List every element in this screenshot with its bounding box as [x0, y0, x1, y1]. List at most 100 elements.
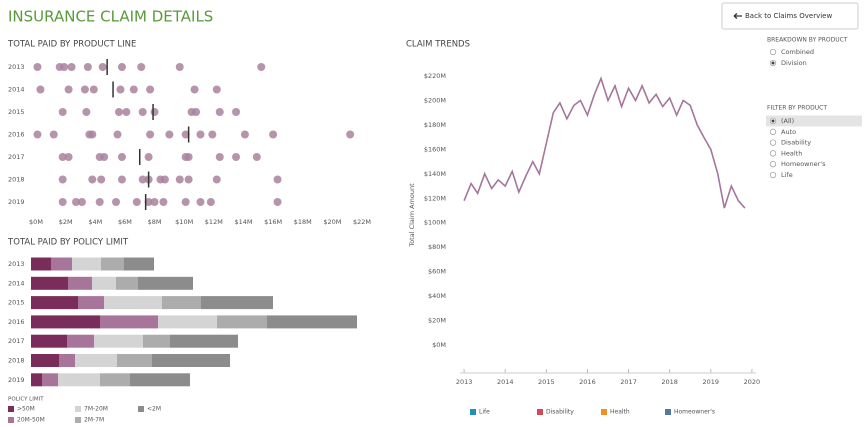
- legend-label: 2M-7M: [84, 417, 104, 424]
- y-tick-label: 2016: [8, 318, 25, 326]
- dot: [132, 198, 141, 206]
- legend-swatch: [537, 409, 543, 415]
- chart-title: TOTAL PAID BY POLICY LIMIT: [7, 238, 129, 248]
- radio[interactable]: [769, 171, 777, 179]
- dot: [58, 175, 67, 184]
- dot: [184, 175, 193, 184]
- bar-segment: [117, 354, 152, 367]
- y-tick-label: 2015: [8, 299, 25, 307]
- bar-segment: [124, 257, 154, 271]
- bar-segment: [138, 276, 193, 290]
- legend-swatch: [665, 409, 671, 415]
- dot: [212, 85, 221, 94]
- bar-segment: [51, 257, 72, 271]
- radio-label[interactable]: (All): [781, 117, 794, 125]
- y-tick-label: $100M: [424, 219, 446, 227]
- radio-dot: [771, 61, 775, 65]
- legend-label: Health: [610, 409, 630, 416]
- dot: [33, 63, 42, 71]
- radio[interactable]: [769, 150, 777, 157]
- y-tick-label: $160M: [424, 145, 446, 153]
- bar-segment: [92, 276, 116, 290]
- dot: [212, 175, 221, 184]
- dot: [346, 130, 355, 139]
- legend-label: Disability: [546, 409, 574, 416]
- dot: [112, 198, 121, 206]
- back-button-label[interactable]: Back to Claims Overview: [745, 12, 832, 20]
- legend-swatch: [75, 417, 81, 423]
- x-tick-label: 2016: [579, 378, 596, 386]
- dot: [160, 175, 169, 184]
- dot: [184, 153, 193, 161]
- radio[interactable]: [769, 128, 777, 135]
- x-tick-label: $14M: [234, 218, 252, 226]
- dot: [113, 130, 122, 139]
- dot: [192, 108, 201, 116]
- y-tick-label: $60M: [428, 268, 446, 276]
- legend-swatch: [470, 409, 476, 415]
- dot: [89, 85, 98, 94]
- radio-label[interactable]: Combined: [781, 48, 814, 56]
- bar-segment: [94, 334, 143, 348]
- radio-label[interactable]: Homeowner's: [781, 160, 826, 168]
- y-tick-label: $20M: [428, 317, 446, 325]
- y-tick-label: 2017: [8, 337, 25, 345]
- x-tick-label: 2014: [497, 378, 514, 386]
- bar-segment: [267, 315, 357, 329]
- bar-segment: [162, 296, 201, 310]
- x-tick-label: 2018: [661, 378, 678, 386]
- selected-row: [766, 115, 862, 127]
- x-tick-label: $16M: [264, 218, 282, 226]
- bar-segment: [104, 296, 162, 310]
- radio-label[interactable]: Auto: [781, 128, 796, 136]
- x-tick-label: 2013: [456, 378, 473, 386]
- bar-segment: [201, 296, 273, 310]
- dot: [190, 85, 199, 94]
- dot: [88, 130, 97, 139]
- chart-title: TOTAL PAID BY PRODUCT LINE: [7, 40, 136, 50]
- legend-swatch: [8, 406, 14, 412]
- radio-label[interactable]: Health: [781, 149, 802, 157]
- dot: [273, 198, 282, 206]
- dot: [146, 130, 155, 139]
- y-tick-label: 2018: [8, 357, 25, 365]
- dot: [117, 63, 126, 71]
- radio-label[interactable]: Disability: [781, 139, 811, 147]
- bar-segment: [31, 296, 78, 310]
- back-button[interactable]: [721, 2, 859, 30]
- radio[interactable]: [769, 161, 777, 168]
- radio[interactable]: [769, 139, 777, 146]
- filter-title: FILTER BY PRODUCT: [767, 105, 827, 112]
- dot: [273, 175, 282, 184]
- dashboard-title: INSURANCE CLAIM DETAILS: [8, 8, 213, 26]
- bar-segment: [72, 257, 101, 271]
- x-tick-label: $18M: [294, 218, 312, 226]
- legend-label: Life: [479, 409, 490, 416]
- legend-label: 20M-50M: [17, 417, 45, 424]
- dot: [64, 153, 73, 161]
- dot: [138, 108, 147, 116]
- x-tick-label: $12M: [205, 218, 223, 226]
- legend-label: 7M-20M: [84, 406, 108, 413]
- legend-label: <2M: [147, 406, 161, 413]
- radio[interactable]: [769, 48, 777, 56]
- radio-label[interactable]: Division: [781, 59, 807, 67]
- dot: [58, 153, 67, 161]
- dot: [150, 198, 159, 206]
- dot: [165, 130, 174, 139]
- dot: [146, 85, 155, 94]
- y-tick-label: $0M: [432, 341, 446, 349]
- bar-segment: [116, 276, 138, 290]
- y-tick-label: 2015: [8, 108, 25, 116]
- dot: [175, 63, 184, 71]
- radio-label[interactable]: Life: [781, 171, 793, 179]
- dot: [208, 130, 217, 139]
- bar-segment: [42, 373, 58, 387]
- legend-swatch: [138, 406, 144, 412]
- bar-segment: [75, 354, 117, 367]
- bar-segment: [68, 276, 92, 290]
- legend-swatch: [601, 409, 607, 415]
- dot: [114, 108, 123, 116]
